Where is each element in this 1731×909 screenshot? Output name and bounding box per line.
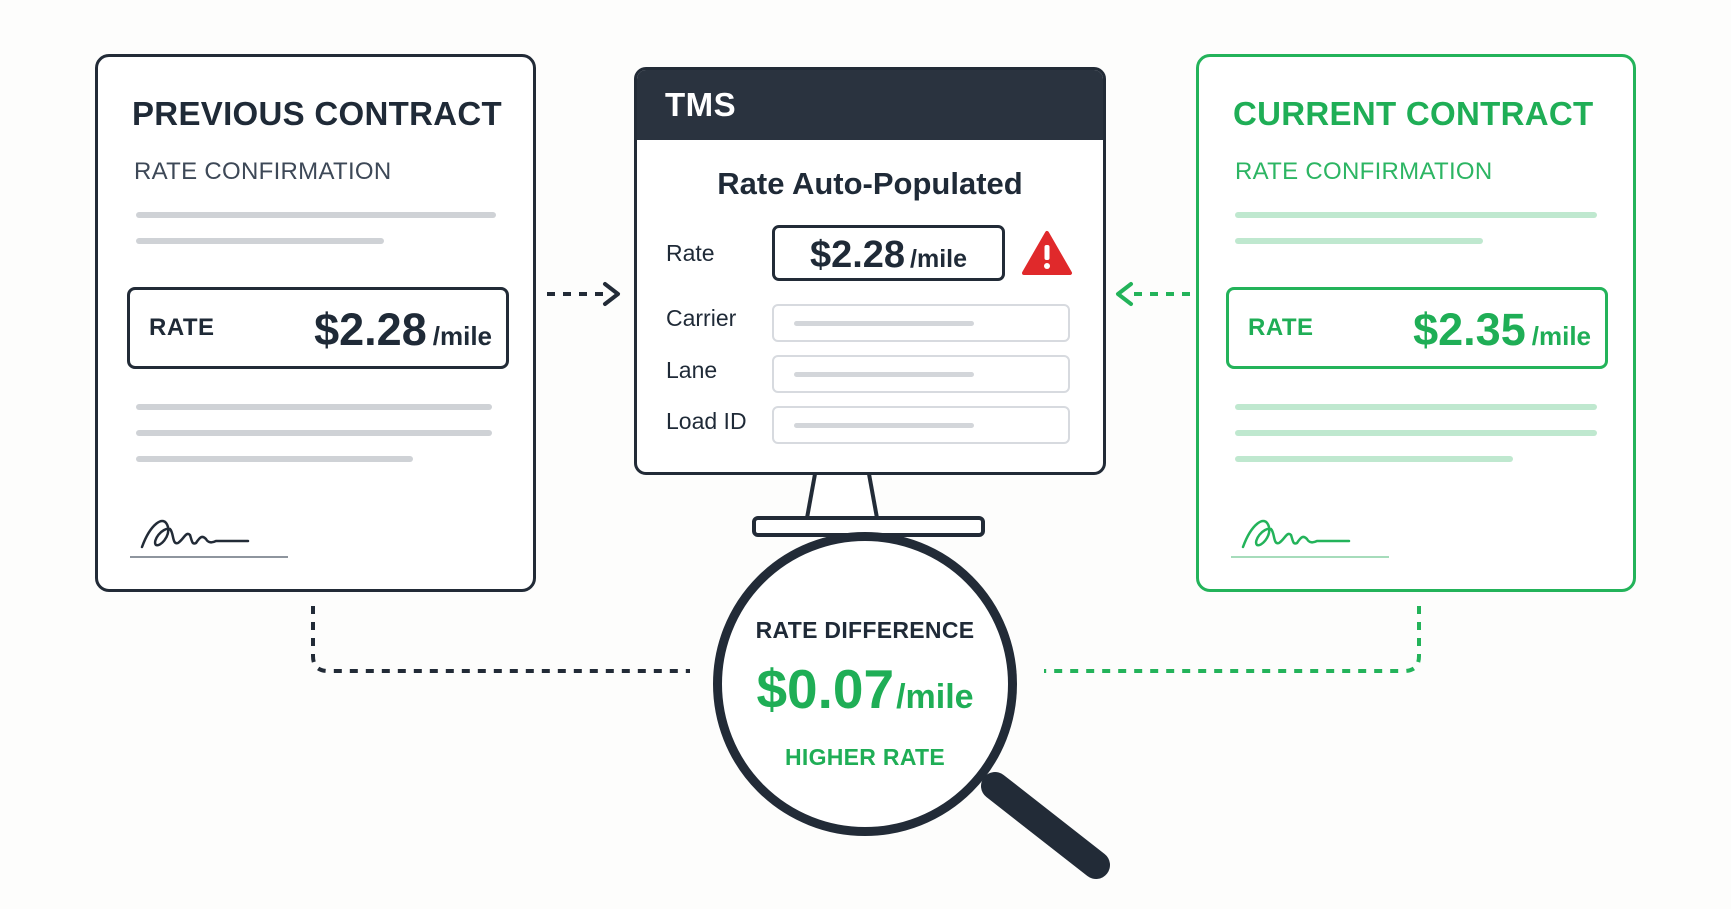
placeholder-line: [794, 321, 974, 326]
tms-title: TMS: [665, 86, 737, 123]
text-line: [1235, 238, 1483, 244]
arrowhead-current-to-tms-icon: [1116, 282, 1133, 306]
text-line: [1235, 430, 1597, 436]
arrowhead-previous-to-tms-icon: [603, 282, 620, 306]
previous-rate-number: $2.28: [314, 304, 427, 355]
text-line: [136, 456, 413, 462]
tms-field-label-lane: Lane: [666, 357, 718, 383]
text-line: [136, 404, 492, 410]
previous-rate-label: RATE: [149, 314, 215, 341]
tms-rate-number: $2.28: [809, 234, 906, 276]
text-line: [136, 238, 384, 244]
text-line: [1235, 404, 1597, 410]
signature-icon: [1231, 519, 1389, 558]
connector-current-to-lens: [1044, 606, 1421, 673]
warning-triangle-icon: [1022, 231, 1072, 275]
current-rate-number: $2.35: [1413, 304, 1526, 355]
rate-difference-unit: /mile: [896, 678, 974, 716]
current-contract-subtitle: RATE CONFIRMATION: [1235, 158, 1493, 185]
text-line: [136, 212, 496, 218]
previous-contract-card: PREVIOUS CONTRACT RATE CONFIRMATION RATE…: [95, 54, 536, 592]
tms-field-label-carrier: Carrier: [666, 305, 737, 331]
previous-contract-title: PREVIOUS CONTRACT: [132, 95, 502, 132]
placeholder-line: [794, 372, 974, 377]
connector-previous-to-lens: [311, 606, 690, 673]
current-rate-label: RATE: [1248, 314, 1314, 341]
tms-rate-label: Rate: [666, 240, 715, 266]
tms-rate-field[interactable]: $2.28 /mile: [772, 225, 1005, 281]
previous-rate-box: RATE $2.28 /mile: [127, 287, 509, 369]
higher-rate-note: HIGHER RATE: [784, 744, 946, 770]
previous-contract-subtitle: RATE CONFIRMATION: [134, 158, 392, 185]
rate-difference-label: RATE DIFFERENCE: [755, 617, 975, 643]
previous-rate-unit: /mile: [432, 321, 492, 351]
rate-difference-value: $0.07/mile: [722, 657, 1008, 721]
rate-difference-number: $0.07: [756, 658, 895, 720]
tms-title-bar: TMS: [637, 70, 1103, 140]
magnifier-lens: RATE DIFFERENCE $0.07/mile HIGHER RATE: [713, 532, 1017, 836]
previous-rate-value: $2.28 /mile: [314, 290, 492, 366]
tms-monitor: TMS Rate Auto-Populated Rate $2.28 /mile…: [634, 67, 1106, 475]
placeholder-line: [794, 423, 974, 428]
current-rate-unit: /mile: [1531, 321, 1591, 351]
current-contract-card: CURRENT CONTRACT RATE CONFIRMATION RATE …: [1196, 54, 1636, 592]
tms-rate-unit: /mile: [910, 245, 968, 273]
current-contract-title: CURRENT CONTRACT: [1233, 95, 1594, 132]
lane-field[interactable]: [772, 355, 1070, 393]
text-line: [1235, 456, 1513, 462]
tms-heading: Rate Auto-Populated: [717, 166, 1023, 201]
tms-field-label-load-id: Load ID: [666, 408, 747, 434]
text-line: [136, 430, 492, 436]
magnifier-handle: [981, 772, 1110, 879]
monitor-stand: [807, 474, 877, 518]
signature-icon: [130, 519, 288, 558]
text-line: [1235, 212, 1597, 218]
carrier-field[interactable]: [772, 304, 1070, 342]
current-rate-box: RATE $2.35 /mile: [1226, 287, 1608, 369]
load-id-field[interactable]: [772, 406, 1070, 444]
current-rate-value: $2.35 /mile: [1413, 290, 1591, 366]
